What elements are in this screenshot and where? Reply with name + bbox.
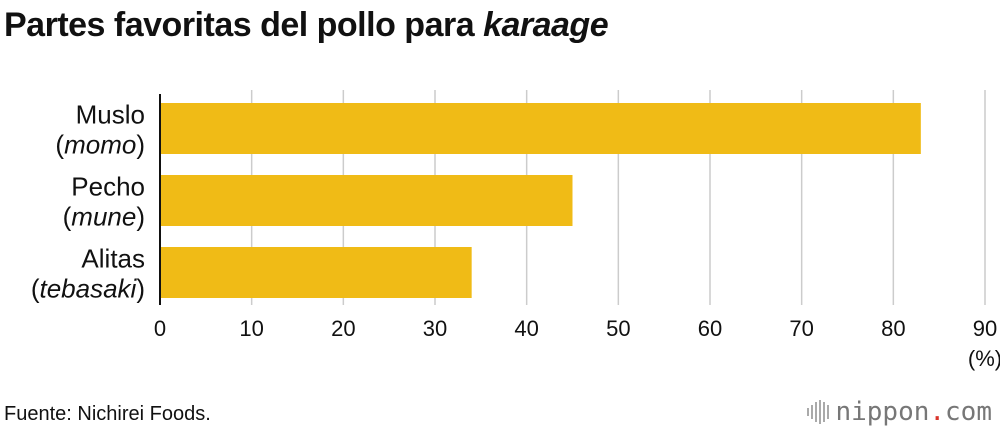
bar-muslo bbox=[160, 103, 921, 154]
category-label-alitas: Alitas bbox=[81, 244, 145, 274]
logo-domain: com bbox=[945, 397, 992, 427]
x-tick-label: 70 bbox=[789, 316, 813, 341]
x-tick-label: 20 bbox=[331, 316, 355, 341]
chart-title-italic: karaage bbox=[483, 6, 609, 44]
bar-pecho bbox=[160, 175, 573, 226]
x-tick-label: 0 bbox=[154, 316, 166, 341]
category-label-muslo: Muslo bbox=[76, 100, 145, 130]
category-sublabel-pecho: (mune) bbox=[63, 202, 145, 232]
nippon-logo-bars-icon bbox=[807, 400, 830, 424]
x-tick-label: 60 bbox=[698, 316, 722, 341]
nippon-logo: nippon.com bbox=[807, 397, 992, 427]
category-sublabel-muslo: (momo) bbox=[55, 130, 145, 160]
category-sublabel-alitas: (tebasaki) bbox=[31, 274, 145, 304]
category-label-pecho: Pecho bbox=[71, 172, 145, 202]
logo-name: nippon bbox=[835, 397, 930, 427]
bar-alitas bbox=[160, 247, 472, 298]
x-tick-label: 50 bbox=[606, 316, 630, 341]
unit-label: (%) bbox=[968, 346, 1000, 371]
x-tick-label: 40 bbox=[514, 316, 538, 341]
chart-title-main: Partes favoritas del pollo para bbox=[4, 6, 484, 44]
x-tick-label: 10 bbox=[239, 316, 263, 341]
source-note: Fuente: Nichirei Foods. bbox=[4, 403, 211, 425]
chart-title: Partes favoritas del pollo para karaage bbox=[4, 6, 609, 45]
x-tick-label: 30 bbox=[423, 316, 447, 341]
x-tick-label: 90 bbox=[973, 316, 997, 341]
logo-dot: . bbox=[929, 397, 946, 427]
x-tick-label: 80 bbox=[881, 316, 905, 341]
